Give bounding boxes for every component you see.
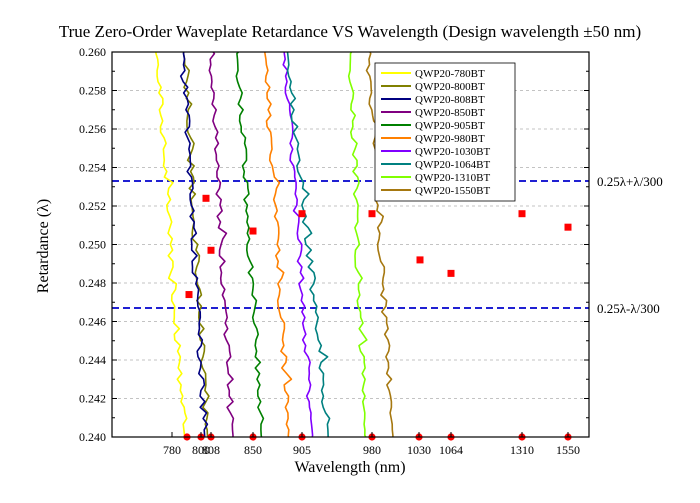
y-tick-label: 0.260 [79, 45, 106, 59]
legend-label: QWP20-980BT [415, 133, 485, 145]
series-line-1030 [282, 52, 314, 437]
design-point-marker [249, 227, 257, 235]
series-line-1310 [347, 52, 368, 437]
design-markers [183, 194, 572, 441]
series-line-780 [155, 52, 188, 437]
grid-lines [112, 90, 589, 399]
legend-label: QWP20-905BT [415, 120, 485, 132]
y-tick-label: 0.254 [79, 161, 106, 175]
x-tick-label: 1030 [407, 443, 431, 457]
chart-title: True Zero-Order Waveplate Retardance VS … [59, 22, 641, 41]
legend-label: QWP20-808BT [415, 94, 485, 106]
y-tick-label: 0.240 [79, 430, 106, 444]
y-tick-label: 0.242 [79, 392, 106, 406]
design-point-marker [518, 210, 526, 218]
y-tick-label: 0.244 [79, 353, 106, 367]
series-line-980 [264, 52, 293, 437]
x-tick-label: 808 [202, 443, 220, 457]
design-point-marker [202, 194, 210, 202]
x-tick-label: 850 [244, 443, 262, 457]
series-line-850 [208, 52, 235, 437]
y-tick-label: 0.258 [79, 84, 106, 98]
legend-label: QWP20-850BT [415, 107, 485, 119]
design-point-marker [207, 246, 215, 254]
x-tick-label: 1550 [556, 443, 580, 457]
x-tick-label: 780 [163, 443, 181, 457]
y-tick-label: 0.248 [79, 276, 106, 290]
design-point-marker [185, 291, 193, 299]
x-tick-label: 1064 [439, 443, 463, 457]
reference-line-label: 0.25λ+λ/300 [597, 174, 663, 189]
y-tick-label: 0.256 [79, 122, 106, 136]
axes: 0.240 0.242 0.244 0.246 0.248 0.250 0.252 0.254… [79, 45, 590, 457]
x-tick-label: 905 [293, 443, 311, 457]
legend-label: QWP20-1310BT [415, 172, 490, 184]
legend-label: QWP20-780BT [415, 68, 485, 80]
series-lines [155, 52, 394, 437]
design-point-marker [298, 210, 306, 218]
series-line-808 [179, 52, 209, 437]
design-point-marker [416, 256, 424, 264]
legend-label: QWP20-1550BT [415, 185, 490, 197]
x-tick-label: 980 [363, 443, 381, 457]
x-axis-title: Wavelength (nm) [294, 459, 405, 476]
series-line-905 [235, 52, 265, 437]
y-tick-label: 0.246 [79, 315, 106, 329]
y-tick-label: 0.252 [79, 199, 106, 213]
legend-label: QWP20-1030BT [415, 146, 490, 158]
series-line-1550 [365, 52, 394, 437]
design-point-marker [564, 223, 572, 231]
reference-line-label: 0.25λ-λ/300 [597, 301, 660, 316]
y-tick-label: 0.250 [79, 238, 106, 252]
design-point-marker [447, 269, 455, 277]
x-tick-label: 800 [192, 443, 210, 457]
x-tick-label: 1310 [510, 443, 534, 457]
series-line-1064 [286, 52, 331, 437]
legend-label: QWP20-800BT [415, 81, 485, 93]
design-point-marker [368, 210, 376, 218]
y-axis-title: Retardance (λ) [35, 199, 52, 293]
legend: QWP20-780BTQWP20-800BTQWP20-808BTQWP20-8… [374, 62, 516, 202]
legend-label: QWP20-1064BT [415, 159, 490, 171]
